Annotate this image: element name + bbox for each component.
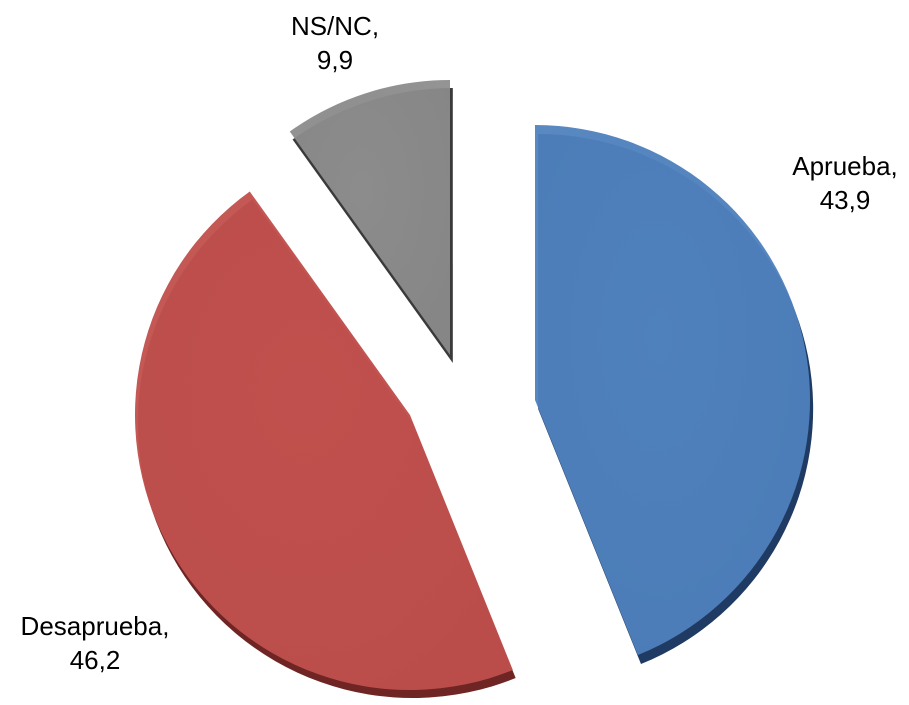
slice-label-value: 9,9 [317, 45, 353, 75]
pie-slice-desaprueba [134, 191, 513, 690]
slice-label-name: Aprueba, [792, 151, 898, 181]
pie-slice-aprueba [535, 125, 811, 656]
slice-label-value: 43,9 [820, 185, 871, 215]
slices [134, 80, 811, 690]
slice-label-value: 46,2 [70, 645, 121, 675]
slice-label-ns-nc: NS/NC, 9,9 [291, 11, 379, 75]
slice-label-desaprueba: Desaprueba, 46,2 [21, 611, 170, 675]
slice-label-name: NS/NC, [291, 11, 379, 41]
pie-slice-ns-nc [289, 80, 450, 355]
slice-label-aprueba: Aprueba, 43,9 [792, 151, 898, 215]
slice-labels: Aprueba, 43,9 Desaprueba, 46,2 NS/NC, 9,9 [21, 11, 898, 675]
slice-label-name: Desaprueba, [21, 611, 170, 641]
